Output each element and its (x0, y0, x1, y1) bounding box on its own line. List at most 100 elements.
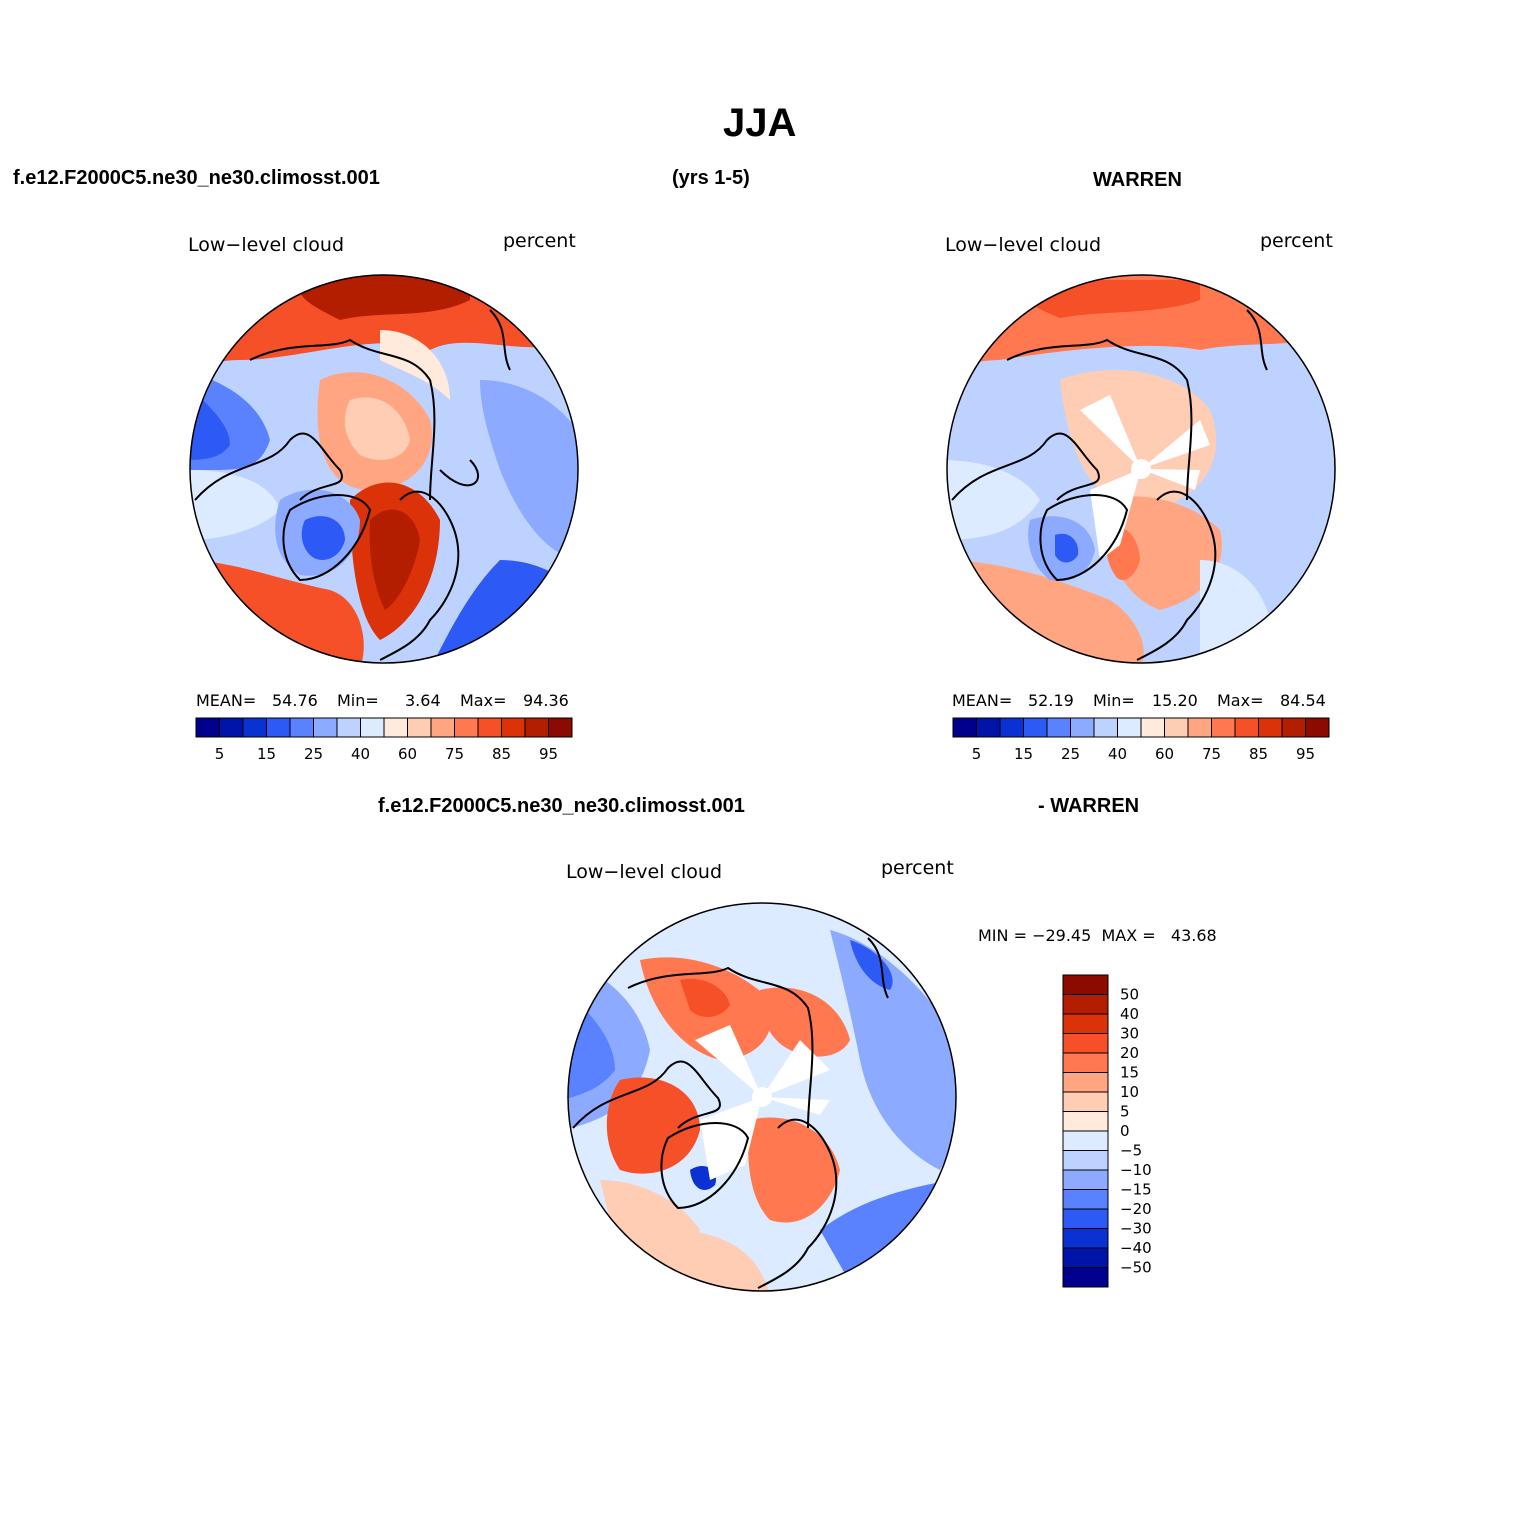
panel-model-min: 3.64 (405, 691, 441, 710)
colorbar-diff-tick-label: 50 (1120, 986, 1139, 1004)
colorbar-diff-swatch (1062, 1189, 1109, 1210)
panel-diff-variable: Low−level cloud (566, 861, 723, 883)
colorbar-diff-swatch (1062, 1091, 1109, 1112)
colorbar-model-tick-label: 75 (445, 745, 464, 763)
colorbar-model-swatch (195, 717, 220, 738)
panel-obs-max: 84.54 (1280, 691, 1326, 710)
colorbar-diff-swatch (1062, 1247, 1109, 1268)
colorbar-diff-swatch (1062, 1013, 1109, 1034)
coastline-obs (951, 309, 1268, 661)
colorbar-model-swatch (360, 717, 385, 738)
colorbar-obs-swatch (1281, 717, 1306, 738)
map-model (190, 275, 578, 663)
panel-obs-variable: Low−level cloud (945, 234, 1102, 256)
colorbar-diff-tick-label: −30 (1120, 1220, 1152, 1238)
colorbar-obs: 5 15 25 40 60 75 85 95 (952, 717, 1330, 763)
colorbar-model-swatch (407, 717, 432, 738)
years-label: (yrs 1-5) (672, 167, 750, 189)
colorbar-obs-swatch (976, 717, 1001, 738)
colorbar-obs-swatch (1164, 717, 1189, 738)
colorbar-diff-tick-label: 10 (1120, 1083, 1139, 1101)
colorbar-diff-swatch (1062, 1208, 1109, 1229)
panel-obs-min-label: Min= (1093, 691, 1135, 710)
panel-obs-mean: 52.19 (1028, 691, 1074, 710)
diff-obs-label: - WARREN (1038, 795, 1140, 817)
colorbar-model-swatch (383, 717, 408, 738)
panel-obs-max-label: Max= (1217, 691, 1264, 710)
colorbar-obs-swatch (1117, 717, 1142, 738)
colorbar-diff-swatch (1062, 1033, 1109, 1054)
panel-model-mean: 54.76 (272, 691, 318, 710)
colorbar-obs-swatch (1046, 717, 1071, 738)
map-diff (568, 903, 956, 1291)
map-diff-border (567, 902, 957, 1292)
case-name-label: f.e12.F2000C5.ne30_ne30.climosst.001 (13, 167, 380, 189)
colorbar-diff-swatch (1062, 1228, 1109, 1249)
colorbar-obs-swatch (1093, 717, 1118, 738)
colorbar-model-tick-label: 5 (215, 745, 225, 763)
colorbar-obs-tick-label: 25 (1061, 745, 1080, 763)
colorbar-model-tick-label: 85 (492, 745, 511, 763)
colorbar-diff-tick-label: −50 (1120, 1259, 1152, 1277)
colorbar-diff-tick-label: 20 (1120, 1044, 1139, 1062)
colorbar-model-swatch (501, 717, 526, 738)
colorbar-diff-tick-label: −20 (1120, 1200, 1152, 1218)
colorbar-model-swatch (524, 717, 549, 738)
colorbar-diff-tick-label: −40 (1120, 1239, 1152, 1257)
colorbar-diff-tick-label: −5 (1120, 1142, 1142, 1160)
colorbar-obs-tick-label: 5 (972, 745, 982, 763)
colorbar-obs-tick-label: 95 (1296, 745, 1315, 763)
colorbar-model-swatch (242, 717, 267, 738)
colorbar-obs-swatch (1234, 717, 1259, 738)
colorbar-model-tick-label: 40 (351, 745, 370, 763)
colorbar-diff-tick-label: 5 (1120, 1103, 1130, 1121)
colorbar-model-swatch (219, 717, 244, 738)
panel-model-variable: Low−level cloud (188, 234, 345, 256)
colorbar-model-tick-label: 95 (539, 745, 558, 763)
colorbar-obs-tick-label: 85 (1249, 745, 1268, 763)
colorbar-model-swatch (430, 717, 455, 738)
map-model-border (189, 274, 579, 664)
panel-diff-minmax: MIN = −29.45 MAX = 43.68 (978, 926, 1217, 945)
panel-model-units: percent (503, 230, 576, 252)
panel-obs-mean-label: MEAN= (952, 691, 1013, 710)
colorbar-obs-tick-label: 60 (1155, 745, 1174, 763)
obs-name-label: WARREN (1093, 169, 1182, 191)
colorbar-diff-tick-label: −15 (1120, 1181, 1152, 1199)
colorbar-model-swatch (454, 717, 479, 738)
colorbar-model-swatch (336, 717, 361, 738)
colorbar-model-swatch (289, 717, 314, 738)
coastlines (194, 309, 1268, 1289)
coastline-diff (572, 937, 889, 1289)
colorbar-obs-swatch (999, 717, 1024, 738)
colorbar-obs-swatch (1211, 717, 1236, 738)
panel-obs-min: 15.20 (1152, 691, 1198, 710)
colorbar-model-tick-label: 60 (398, 745, 417, 763)
colorbar-diff-swatch (1062, 1130, 1109, 1151)
panel-diff-units: percent (881, 857, 954, 879)
colorbar-diff-swatch (1062, 1072, 1109, 1093)
colorbar-model-swatch (313, 717, 338, 738)
colorbar-model-swatch (477, 717, 502, 738)
colorbar-diff-tick-label: 30 (1120, 1025, 1139, 1043)
panel-model-max: 94.36 (523, 691, 569, 710)
map-obs (947, 275, 1335, 663)
colorbar-model-tick-label: 25 (304, 745, 323, 763)
colorbar-diff-swatch (1062, 974, 1109, 995)
colorbar-diff-swatch (1062, 1267, 1109, 1288)
diff-case-label: f.e12.F2000C5.ne30_ne30.climosst.001 (378, 795, 745, 817)
colorbar-diff-swatch (1062, 1111, 1109, 1132)
panel-model-min-label: Min= (337, 691, 379, 710)
map-obs-border (946, 274, 1336, 664)
page-title: JJA (723, 101, 797, 145)
colorbar-diff-tick-label: 40 (1120, 1005, 1139, 1023)
colorbar-obs-tick-label: 40 (1108, 745, 1127, 763)
colorbar-obs-swatch (1070, 717, 1095, 738)
colorbar-diff-tick-label: −10 (1120, 1161, 1152, 1179)
panel-obs-units: percent (1260, 230, 1333, 252)
colorbar-diff-tick-label: 15 (1120, 1064, 1139, 1082)
colorbar-obs-swatch (1187, 717, 1212, 738)
colorbar-diff-swatch (1062, 1150, 1109, 1171)
colorbar-obs-swatch (1258, 717, 1283, 738)
